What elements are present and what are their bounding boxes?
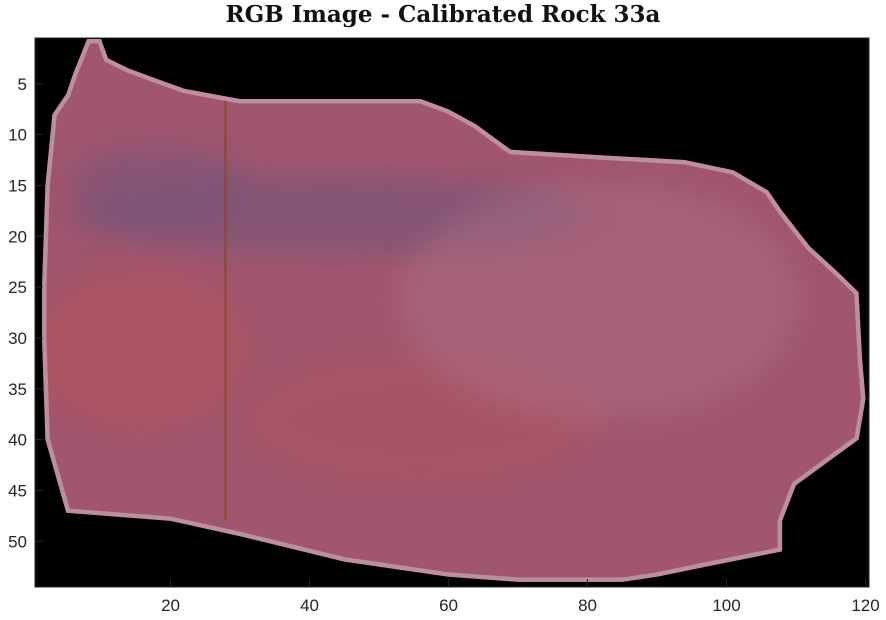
y-tick-label: 25: [8, 278, 27, 297]
rock-image: [42, 39, 866, 582]
y-tick-label: 40: [8, 431, 27, 450]
bluish-band: [70, 145, 250, 225]
rock-edge: [42, 39, 866, 582]
axes-frame: [34, 37, 870, 588]
x-tick-label: 100: [712, 596, 740, 615]
x-tick-label: 20: [161, 596, 180, 615]
x-axis: 20 40 60 80 100 120: [161, 579, 880, 615]
y-tick-label: 30: [8, 329, 27, 348]
y-tick-label: 10: [8, 126, 27, 145]
y-tick-label: 50: [8, 532, 27, 551]
red-patch: [42, 270, 250, 430]
y-axis: 5 10 15 20 25 30 35 40 45 50: [8, 75, 43, 551]
x-tick-label: 120: [851, 596, 879, 615]
plot-title: RGB Image - Calibrated Rock 33a: [225, 1, 661, 28]
y-tick-label: 45: [8, 481, 27, 500]
y-tick-label: 20: [8, 227, 27, 246]
x-tick-label: 60: [439, 596, 458, 615]
y-tick-label: 5: [18, 75, 27, 94]
x-tick-label: 80: [578, 596, 597, 615]
x-tick-label: 40: [300, 596, 319, 615]
vertical-streak: [224, 100, 227, 520]
y-tick-label: 15: [8, 176, 27, 195]
y-tick-label: 35: [8, 380, 27, 399]
light-patch: [400, 180, 800, 420]
